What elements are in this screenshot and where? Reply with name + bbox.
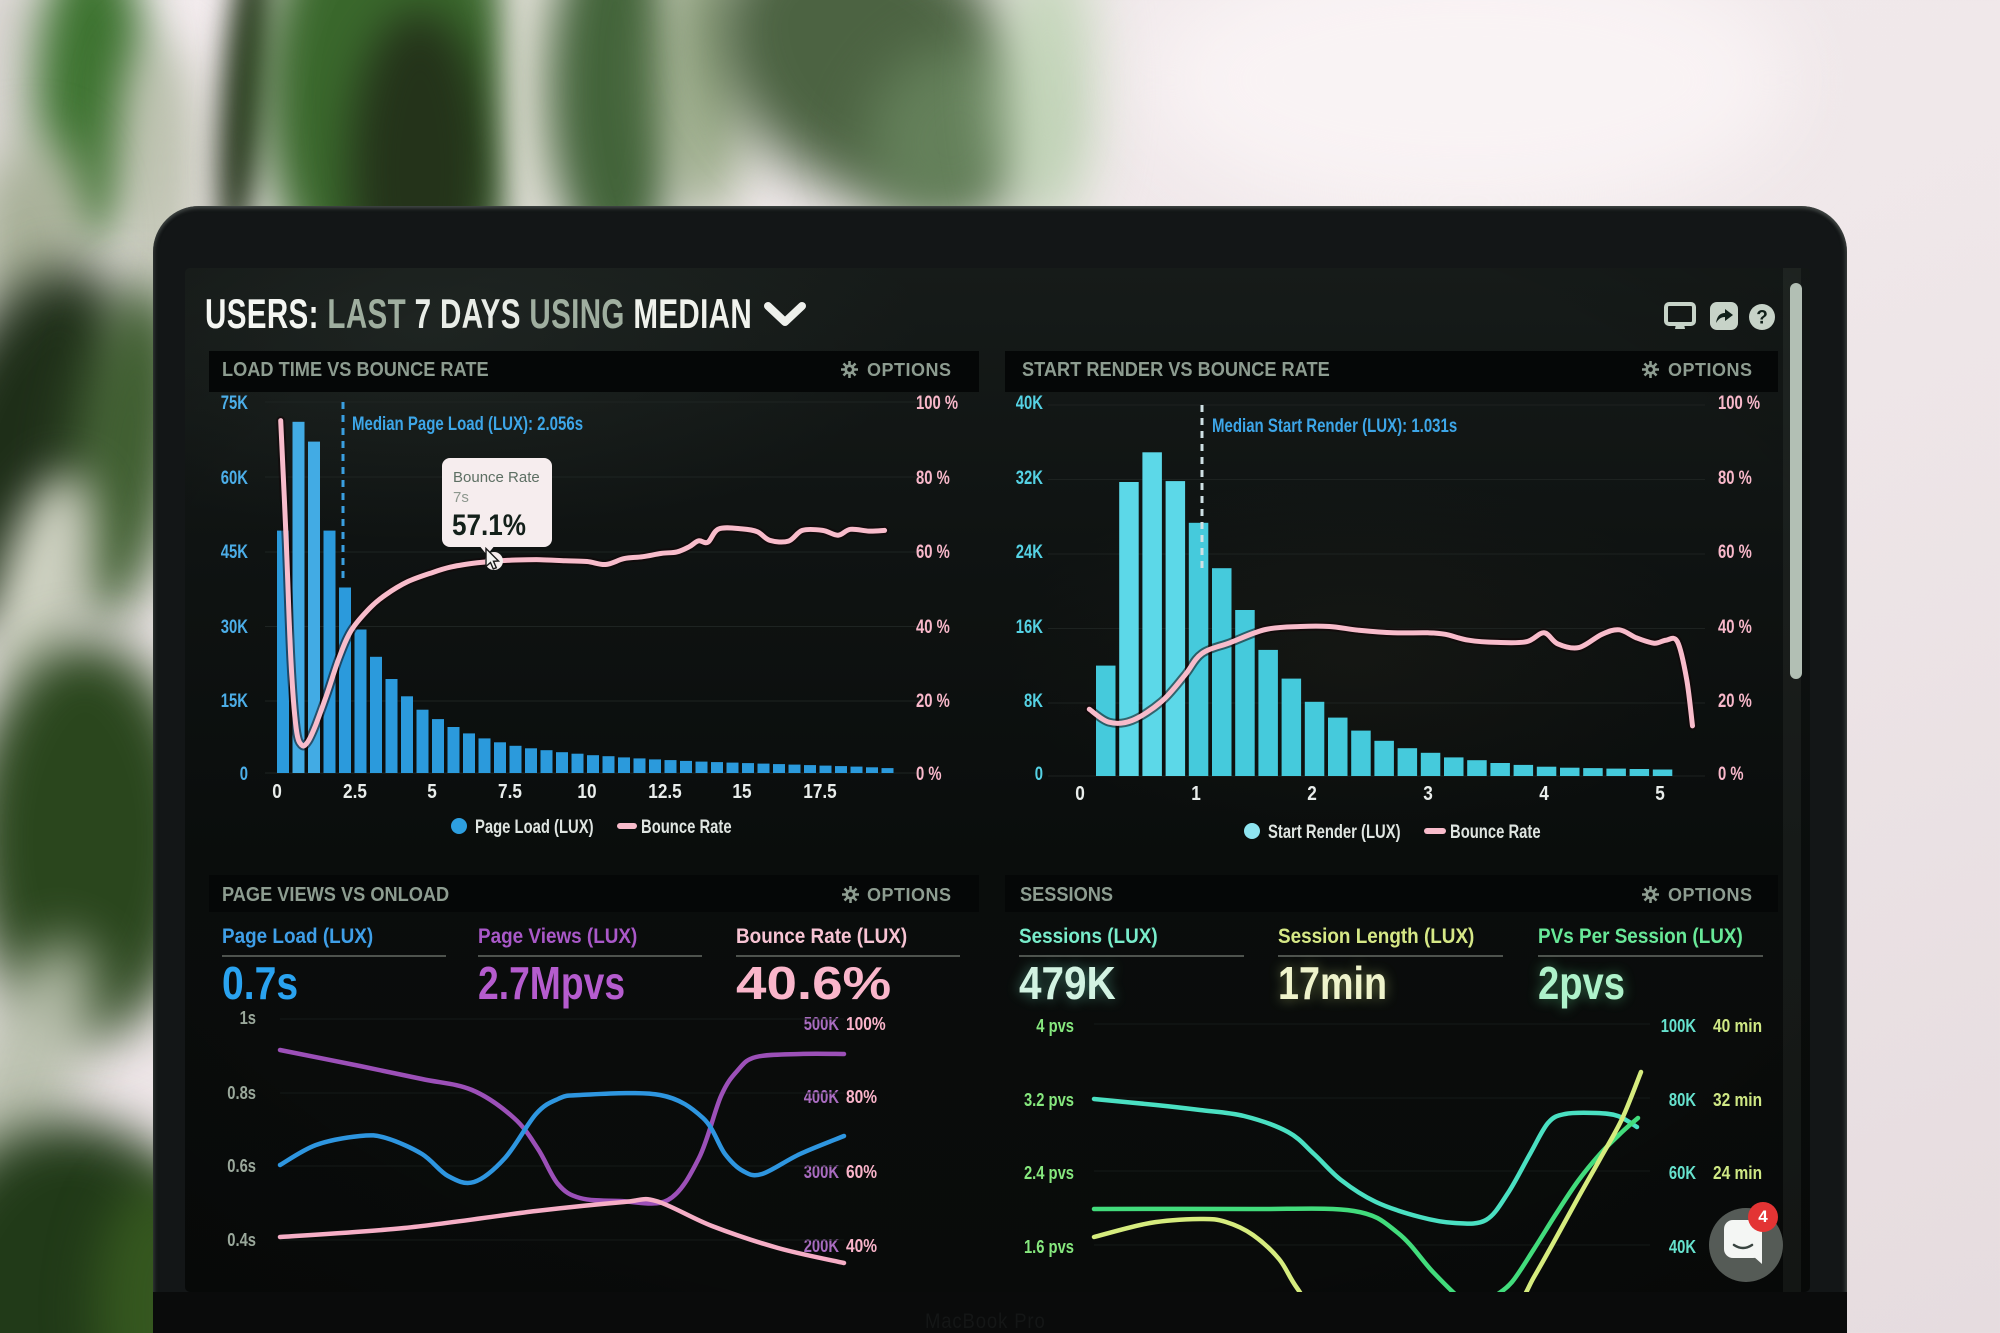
svg-text:?: ? xyxy=(1756,308,1768,329)
